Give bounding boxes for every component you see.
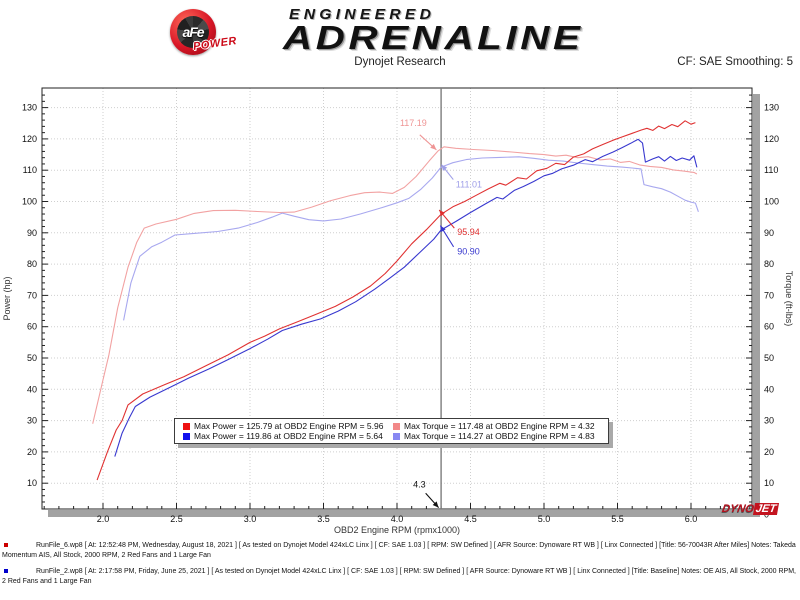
svg-text:4.0: 4.0 (391, 514, 404, 524)
legend-text: Max Torque = 114.27 at OBD2 Engine RPM =… (404, 431, 595, 441)
svg-text:20: 20 (764, 447, 774, 457)
svg-text:50: 50 (764, 353, 774, 363)
svg-text:120: 120 (764, 134, 779, 144)
svg-text:90.90: 90.90 (457, 247, 480, 257)
svg-text:40: 40 (27, 384, 37, 394)
svg-text:OBD2 Engine RPM (rpmx1000): OBD2 Engine RPM (rpmx1000) (334, 525, 460, 535)
brand-engineered-text: ENGINEERED (289, 6, 436, 23)
svg-text:120: 120 (22, 134, 37, 144)
dyno-chart-svg: 2.0 2.5 3.0 3.5 4.0 4.5 5.0 5.5 6.0 10 10 20 20 30 30 4… (2, 87, 794, 535)
svg-text:95.94: 95.94 (457, 227, 480, 237)
axis-tick-labels: 2.0 2.5 3.0 3.5 4.0 4.5 5.0 5.5 6.0 10 10 20 20 30 30 4… (22, 103, 779, 524)
svg-text:30: 30 (27, 416, 37, 426)
svg-text:130: 130 (22, 103, 37, 113)
svg-text:6.0: 6.0 (685, 514, 698, 524)
curve-torque_after (92, 146, 698, 424)
svg-text:30: 30 (764, 416, 774, 426)
run-text: RunFile_2.wp8 [ At: 2:17:58 PM, Friday, … (2, 568, 796, 585)
legend-item: Max Torque = 114.27 at OBD2 Engine RPM =… (393, 431, 604, 441)
curve-power_baseline (114, 138, 698, 457)
legend-item: Max Power = 125.79 at OBD2 Engine RPM = … (183, 421, 393, 431)
svg-text:2.0: 2.0 (97, 514, 110, 524)
gridlines (42, 88, 752, 509)
legend-item: Max Torque = 117.48 at OBD2 Engine RPM =… (393, 421, 604, 431)
svg-text:3.0: 3.0 (244, 514, 257, 524)
legend-swatch-icon (393, 422, 400, 430)
legend-text: Max Power = 119.86 at OBD2 Engine RPM = … (194, 431, 383, 441)
run-description: RunFile_2.wp8 [ At: 2:17:58 PM, Friday, … (0, 567, 796, 586)
afe-logo-text: aFe (182, 24, 204, 40)
annotations: 117.19 111.01 95.94 90.90 4.3 (400, 118, 482, 508)
svg-text:60: 60 (764, 322, 774, 332)
svg-text:Torque (ft-lbs): Torque (ft-lbs) (784, 271, 794, 327)
dynojet-logo: DYNO JET (720, 503, 780, 515)
legend-swatch-icon (393, 432, 400, 440)
svg-text:5.5: 5.5 (611, 514, 624, 524)
brand-header: aFe POWER ENGINEERED ADRENALINE (0, 0, 800, 56)
page-title: Dynojet Research (354, 56, 446, 68)
svg-text:3.5: 3.5 (317, 514, 330, 524)
frame-shadow-right (753, 94, 760, 517)
svg-text:20: 20 (27, 447, 37, 457)
curve-power_after (96, 120, 696, 481)
svg-text:80: 80 (27, 259, 37, 269)
svg-text:90: 90 (27, 228, 37, 238)
svg-text:50: 50 (27, 353, 37, 363)
svg-text:10: 10 (764, 478, 774, 488)
svg-text:117.19: 117.19 (400, 118, 427, 128)
svg-text:70: 70 (27, 290, 37, 300)
run-text: RunFile_6.wp8 [ At: 12:52:48 PM, Wednesd… (2, 542, 796, 559)
svg-text:70: 70 (764, 290, 774, 300)
svg-text:100: 100 (22, 197, 37, 207)
chart-legend: Max Power = 125.79 at OBD2 Engine RPM = … (174, 418, 609, 444)
svg-text:4.5: 4.5 (464, 514, 477, 524)
dynojet-logo-dyno: DYNO (720, 503, 755, 515)
run-description: RunFile_6.wp8 [ At: 12:52:48 PM, Wednesd… (0, 541, 796, 560)
svg-text:4.3: 4.3 (413, 480, 426, 490)
brand-adrenaline-text: ADRENALINE (283, 19, 584, 56)
legend-swatch-icon (183, 422, 190, 430)
legend-text: Max Power = 125.79 at OBD2 Engine RPM = … (194, 421, 384, 431)
frame-shadow-bottom (48, 510, 760, 517)
svg-text:Power (hp): Power (hp) (2, 276, 12, 320)
legend-text: Max Torque = 117.48 at OBD2 Engine RPM =… (404, 421, 595, 431)
svg-text:10: 10 (27, 478, 37, 488)
dynojet-logo-jet: JET (752, 503, 780, 515)
axis-ticks (42, 94, 752, 509)
afe-power-logo-icon: aFe (170, 9, 216, 55)
dyno-chart: 2.0 2.5 3.0 3.5 4.0 4.5 5.0 5.5 6.0 10 10 20 20 30 30 4… (0, 80, 800, 540)
axis-titles: Power (hp) Torque (ft-lbs) OBD2 Engine RPM… (2, 271, 794, 535)
svg-text:130: 130 (764, 103, 779, 113)
svg-text:110: 110 (764, 165, 778, 175)
svg-text:111.01: 111.01 (456, 179, 482, 189)
aperture-icon: aFe (177, 16, 209, 48)
svg-text:100: 100 (764, 197, 779, 207)
series-curves (92, 120, 699, 481)
legend-item: Max Power = 119.86 at OBD2 Engine RPM = … (183, 431, 393, 441)
svg-text:40: 40 (764, 384, 774, 394)
smoothing-label: CF: SAE Smoothing: 5 (677, 56, 793, 68)
run-bullet-icon (4, 569, 8, 573)
svg-text:90: 90 (764, 228, 774, 238)
svg-text:60: 60 (27, 322, 37, 332)
legend-swatch-icon (183, 432, 190, 440)
svg-text:5.0: 5.0 (538, 514, 551, 524)
svg-text:80: 80 (764, 259, 774, 269)
curve-torque_baseline (123, 156, 699, 321)
svg-text:110: 110 (23, 165, 37, 175)
run-descriptions: RunFile_6.wp8 [ At: 12:52:48 PM, Wednesd… (0, 541, 796, 593)
run-bullet-icon (4, 543, 8, 547)
svg-text:2.5: 2.5 (170, 514, 183, 524)
